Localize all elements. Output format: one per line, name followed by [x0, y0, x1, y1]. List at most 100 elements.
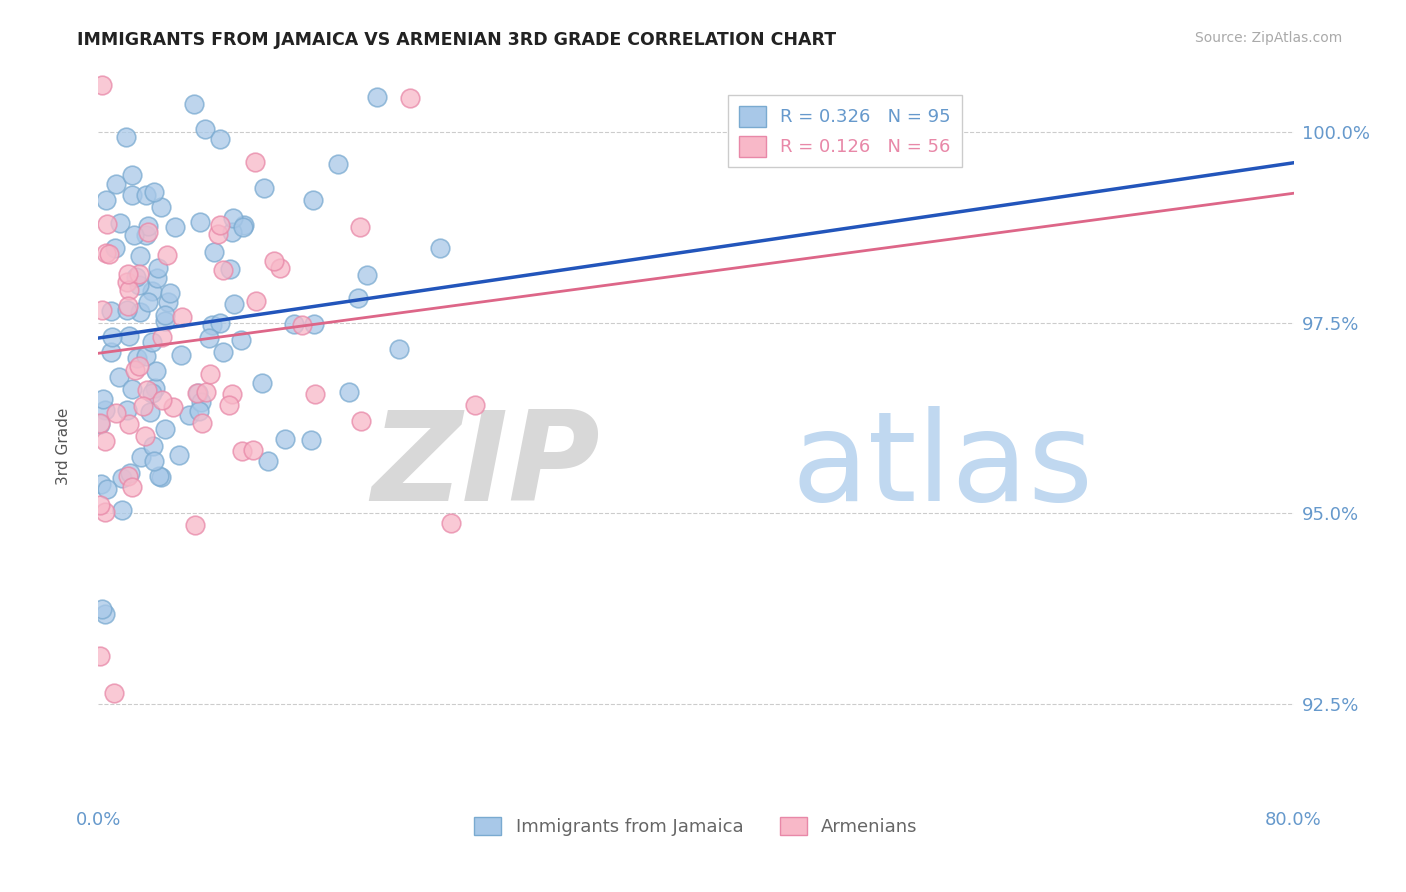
Point — [142, 439, 165, 453]
Point — [94, 434, 117, 448]
Point — [153, 25, 176, 39]
Point — [93, 505, 115, 519]
Point — [153, 422, 176, 436]
Point — [218, 262, 240, 277]
Point — [302, 193, 325, 207]
Point — [177, 408, 200, 422]
Point — [188, 404, 211, 418]
Point — [108, 216, 131, 230]
Point — [121, 188, 143, 202]
Point — [103, 685, 125, 699]
Point — [162, 400, 184, 414]
Point — [194, 385, 217, 400]
Point — [218, 398, 240, 412]
Point — [128, 359, 150, 373]
Point — [94, 246, 117, 260]
Point — [153, 314, 176, 328]
Point — [136, 225, 159, 239]
Point — [146, 261, 169, 276]
Point — [91, 78, 114, 92]
Point — [250, 376, 273, 391]
Point — [131, 450, 153, 464]
Point — [117, 303, 139, 318]
Point — [89, 648, 111, 663]
Point — [136, 384, 159, 398]
Point — [135, 349, 157, 363]
Point — [94, 193, 117, 207]
Point — [198, 367, 221, 381]
Point — [94, 403, 117, 417]
Point — [115, 275, 138, 289]
Point — [211, 262, 233, 277]
Point — [208, 218, 231, 232]
Point — [111, 471, 134, 485]
Point — [141, 284, 163, 298]
Point — [349, 220, 371, 235]
Point — [156, 247, 179, 261]
Point — [274, 432, 297, 446]
Point — [104, 241, 127, 255]
Point — [440, 516, 463, 530]
Text: atlas: atlas — [792, 406, 1094, 527]
Point — [299, 433, 322, 447]
Point — [328, 157, 350, 171]
Point — [347, 291, 370, 305]
Point — [229, 334, 252, 348]
Point — [170, 348, 193, 362]
Point — [429, 241, 451, 255]
Point — [269, 261, 291, 276]
Point — [141, 334, 163, 349]
Point — [224, 296, 246, 310]
Point — [263, 254, 285, 268]
Point — [118, 417, 141, 431]
Point — [231, 443, 253, 458]
Point — [283, 318, 305, 332]
Point — [118, 329, 141, 343]
Point — [120, 466, 142, 480]
Point — [124, 363, 146, 377]
Point — [202, 245, 225, 260]
Point — [117, 403, 139, 417]
Point — [232, 219, 254, 234]
Point — [96, 217, 118, 231]
Point — [104, 406, 127, 420]
Point — [135, 227, 157, 242]
Point — [184, 517, 207, 532]
Point — [145, 364, 167, 378]
Point — [90, 303, 112, 318]
Point — [108, 369, 131, 384]
Point — [90, 477, 112, 491]
Point — [98, 246, 121, 260]
Point — [121, 480, 143, 494]
Point — [366, 90, 388, 104]
Point — [221, 225, 243, 239]
Point — [208, 132, 231, 146]
Point — [256, 454, 278, 468]
Point — [350, 414, 373, 428]
Point — [191, 417, 214, 431]
Point — [222, 211, 245, 226]
Point — [201, 318, 224, 332]
Point — [122, 228, 145, 243]
Point — [170, 310, 193, 324]
Text: IMMIGRANTS FROM JAMAICA VS ARMENIAN 3RD GRADE CORRELATION CHART: IMMIGRANTS FROM JAMAICA VS ARMENIAN 3RD … — [77, 31, 837, 49]
Point — [117, 267, 139, 281]
Point — [128, 305, 150, 319]
Point — [243, 154, 266, 169]
Point — [132, 400, 155, 414]
Point — [117, 300, 139, 314]
Point — [149, 200, 172, 214]
Point — [388, 342, 411, 356]
Point — [153, 308, 176, 322]
Point — [139, 405, 162, 419]
Point — [115, 130, 138, 145]
Point — [159, 286, 181, 301]
Point — [89, 416, 111, 430]
Point — [96, 483, 118, 497]
Point — [233, 218, 256, 232]
Legend: Immigrants from Jamaica, Armenians: Immigrants from Jamaica, Armenians — [465, 807, 927, 845]
Point — [136, 219, 159, 234]
Point — [304, 387, 326, 401]
Point — [167, 448, 190, 462]
Point — [145, 270, 167, 285]
